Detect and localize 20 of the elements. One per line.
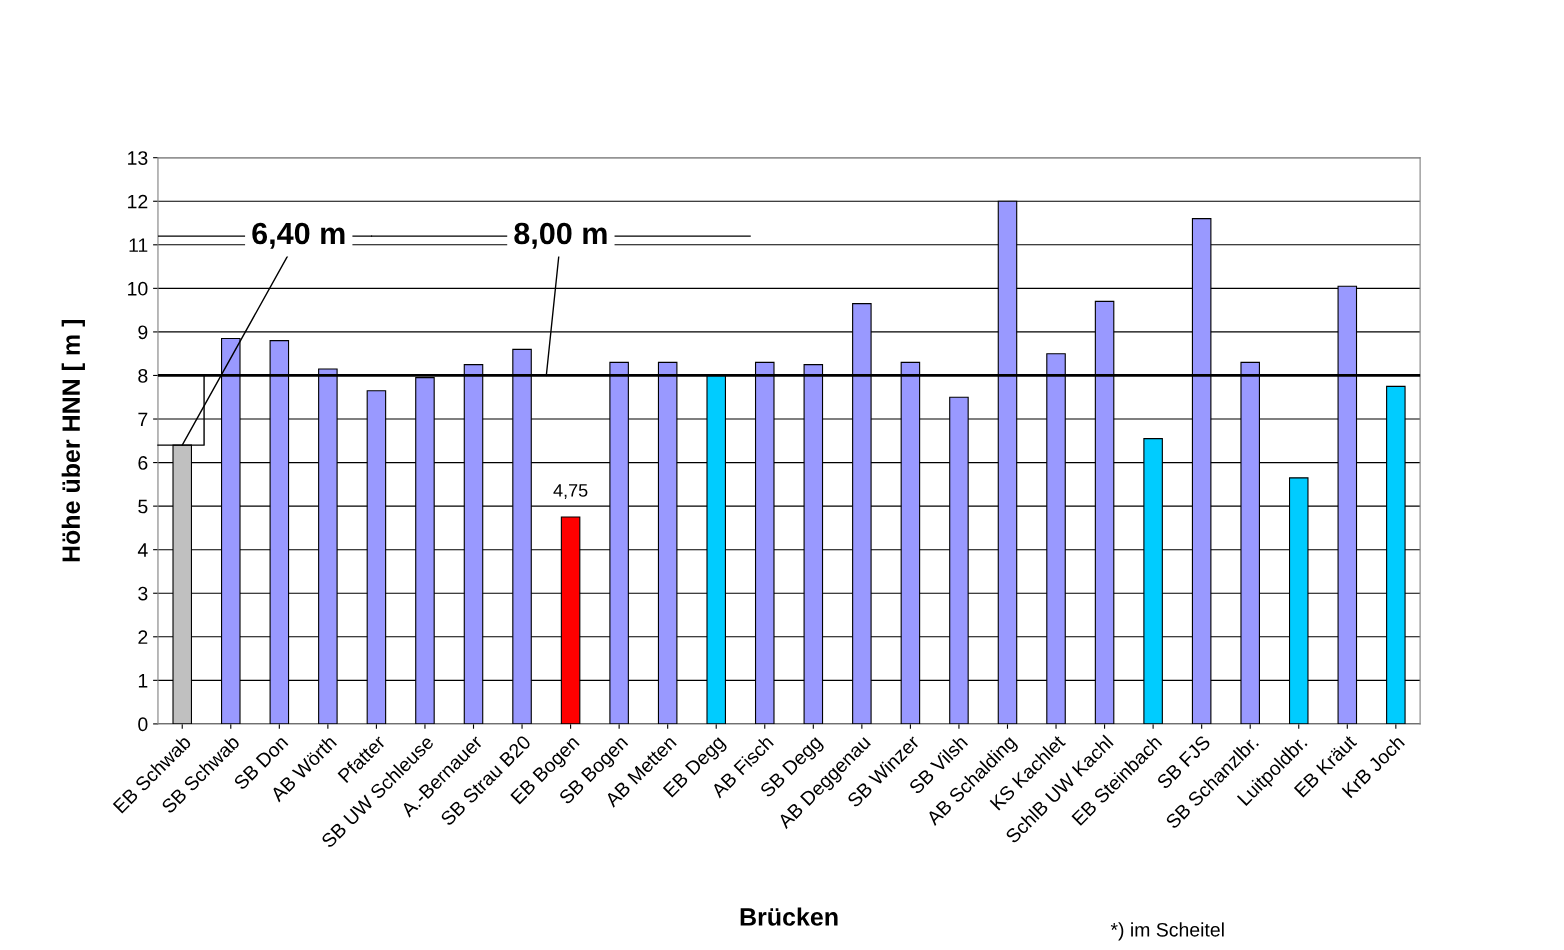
y-tick-label: 10 xyxy=(128,281,148,296)
y-axis-title: Höhe über HNN [ m ] xyxy=(61,319,85,562)
y-tick-label: 9 xyxy=(138,325,148,340)
y-tick-label: 12 xyxy=(128,194,148,209)
y-tick-label: 5 xyxy=(138,499,148,514)
y-tick-label: 13 xyxy=(128,151,148,165)
y-tick-label: 6 xyxy=(138,456,148,470)
y-tick-label: 11 xyxy=(129,238,148,252)
y-tick-label: 8 xyxy=(138,368,148,383)
ref-line-label: 8,00 m xyxy=(514,222,607,249)
y-tick-label: 0 xyxy=(138,717,148,732)
y-tick-label: 3 xyxy=(138,586,148,601)
annotation: 6,40 m xyxy=(252,222,345,249)
y-tick-label: 7 xyxy=(138,412,148,427)
text: *) im Scheitel xyxy=(1110,922,1224,941)
x-axis-title: Brücken xyxy=(740,907,838,926)
y-tick-label: 1 xyxy=(138,674,148,688)
data-label: 4,75 xyxy=(553,484,588,499)
y-tick-label: 4 xyxy=(137,543,148,557)
y-tick-label: 2 xyxy=(138,630,148,644)
